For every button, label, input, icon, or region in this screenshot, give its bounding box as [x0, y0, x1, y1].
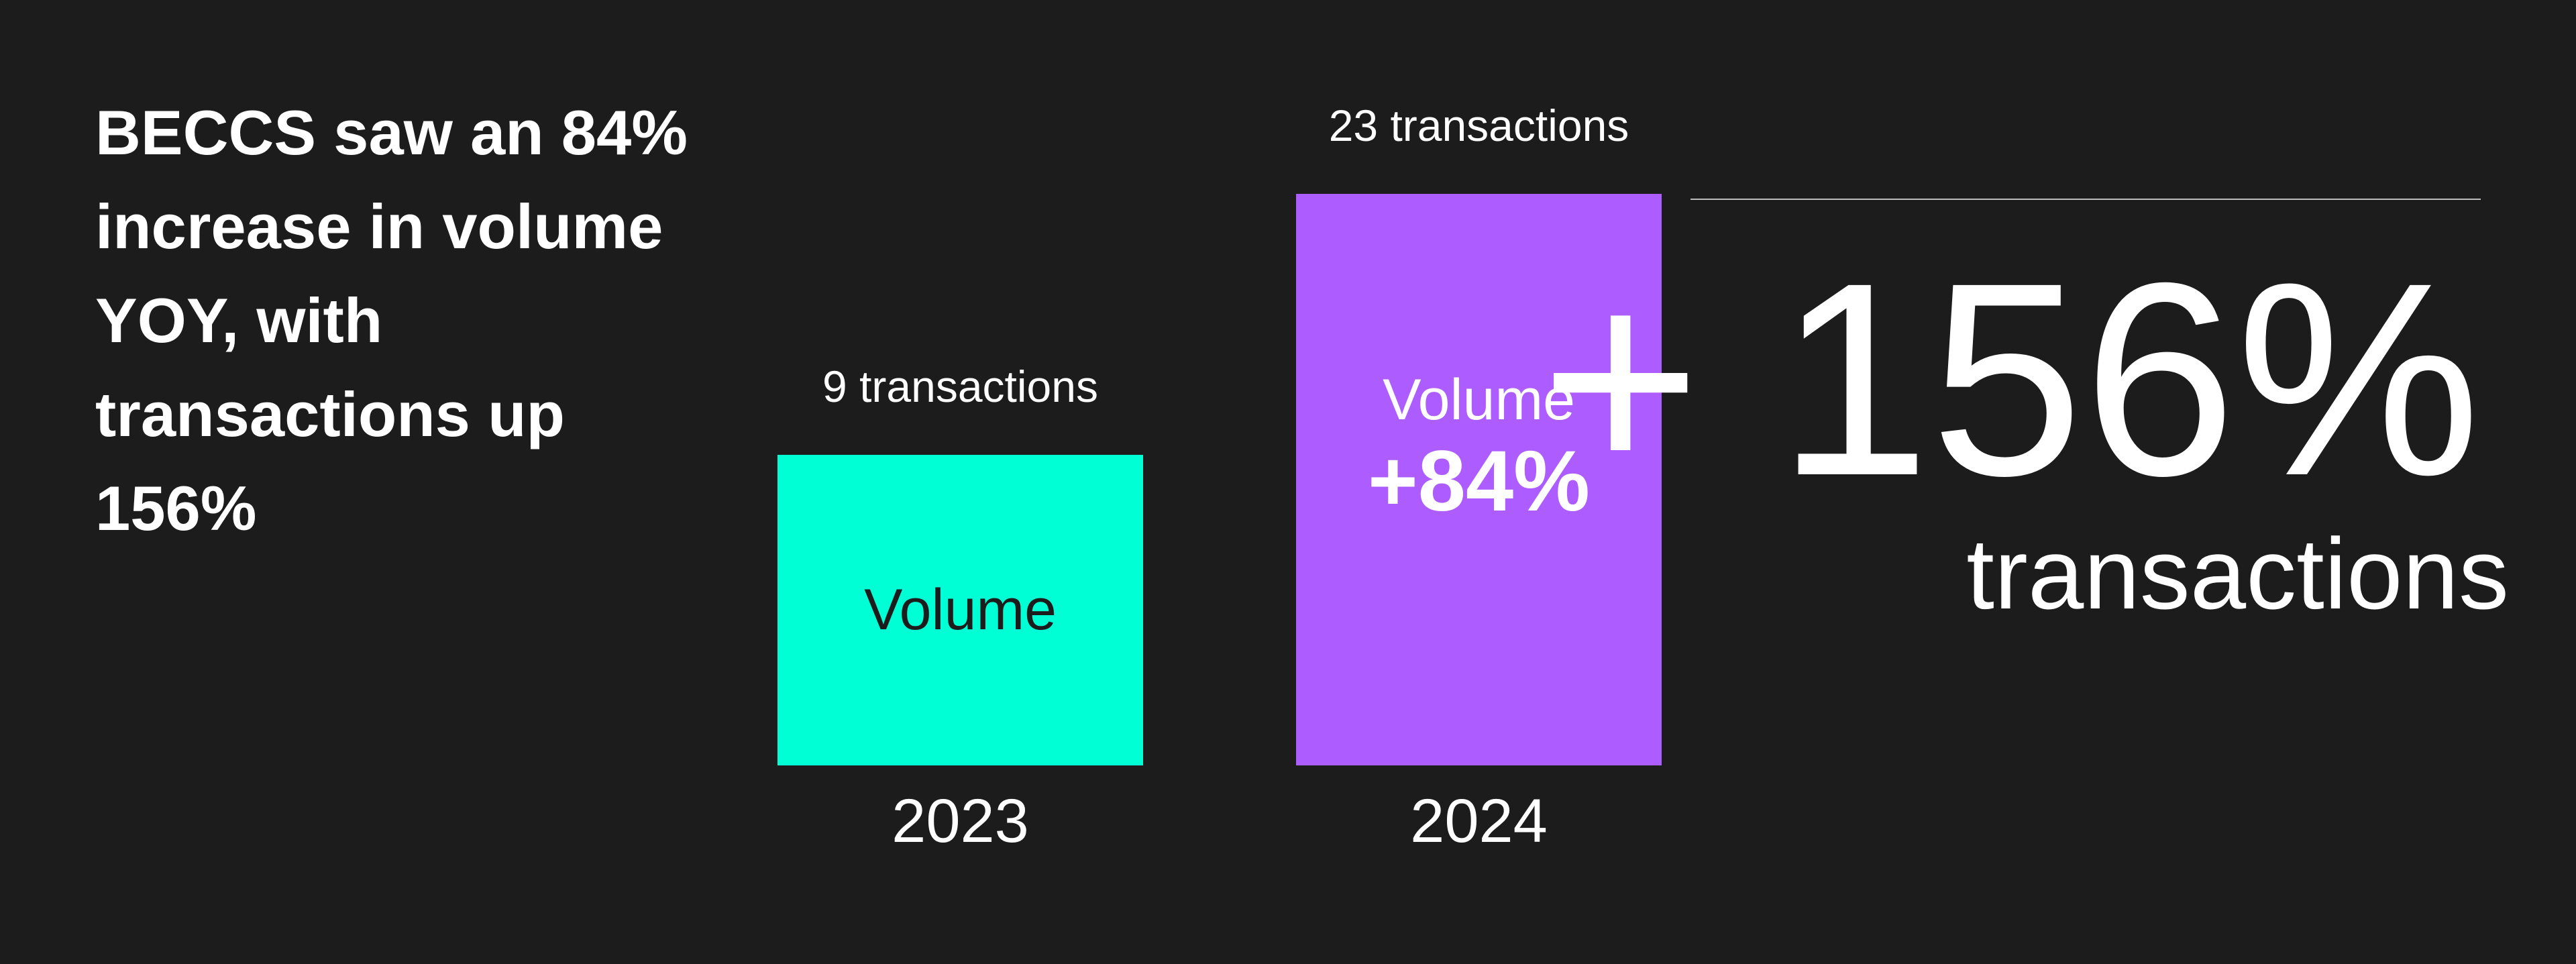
transactions-label: 9 transactions: [822, 362, 1098, 411]
bar-label: Volume: [1383, 368, 1575, 433]
year-label: 2024: [1410, 787, 1548, 855]
callout-value: + 156%: [1540, 225, 2481, 533]
bar-change-label: +84%: [1368, 433, 1590, 529]
bar-label: Volume: [864, 578, 1057, 643]
year-label: 2023: [892, 787, 1029, 855]
bar-2023: Volume: [777, 455, 1143, 765]
transactions-label: 23 transactions: [1328, 101, 1629, 151]
bar-2024: Volume +84%: [1296, 194, 1662, 765]
headline: BECCS saw an 84% increase in volume YOY,…: [95, 97, 688, 543]
callout-label: transactions: [1966, 517, 2509, 630]
divider-line: [1690, 199, 2481, 200]
